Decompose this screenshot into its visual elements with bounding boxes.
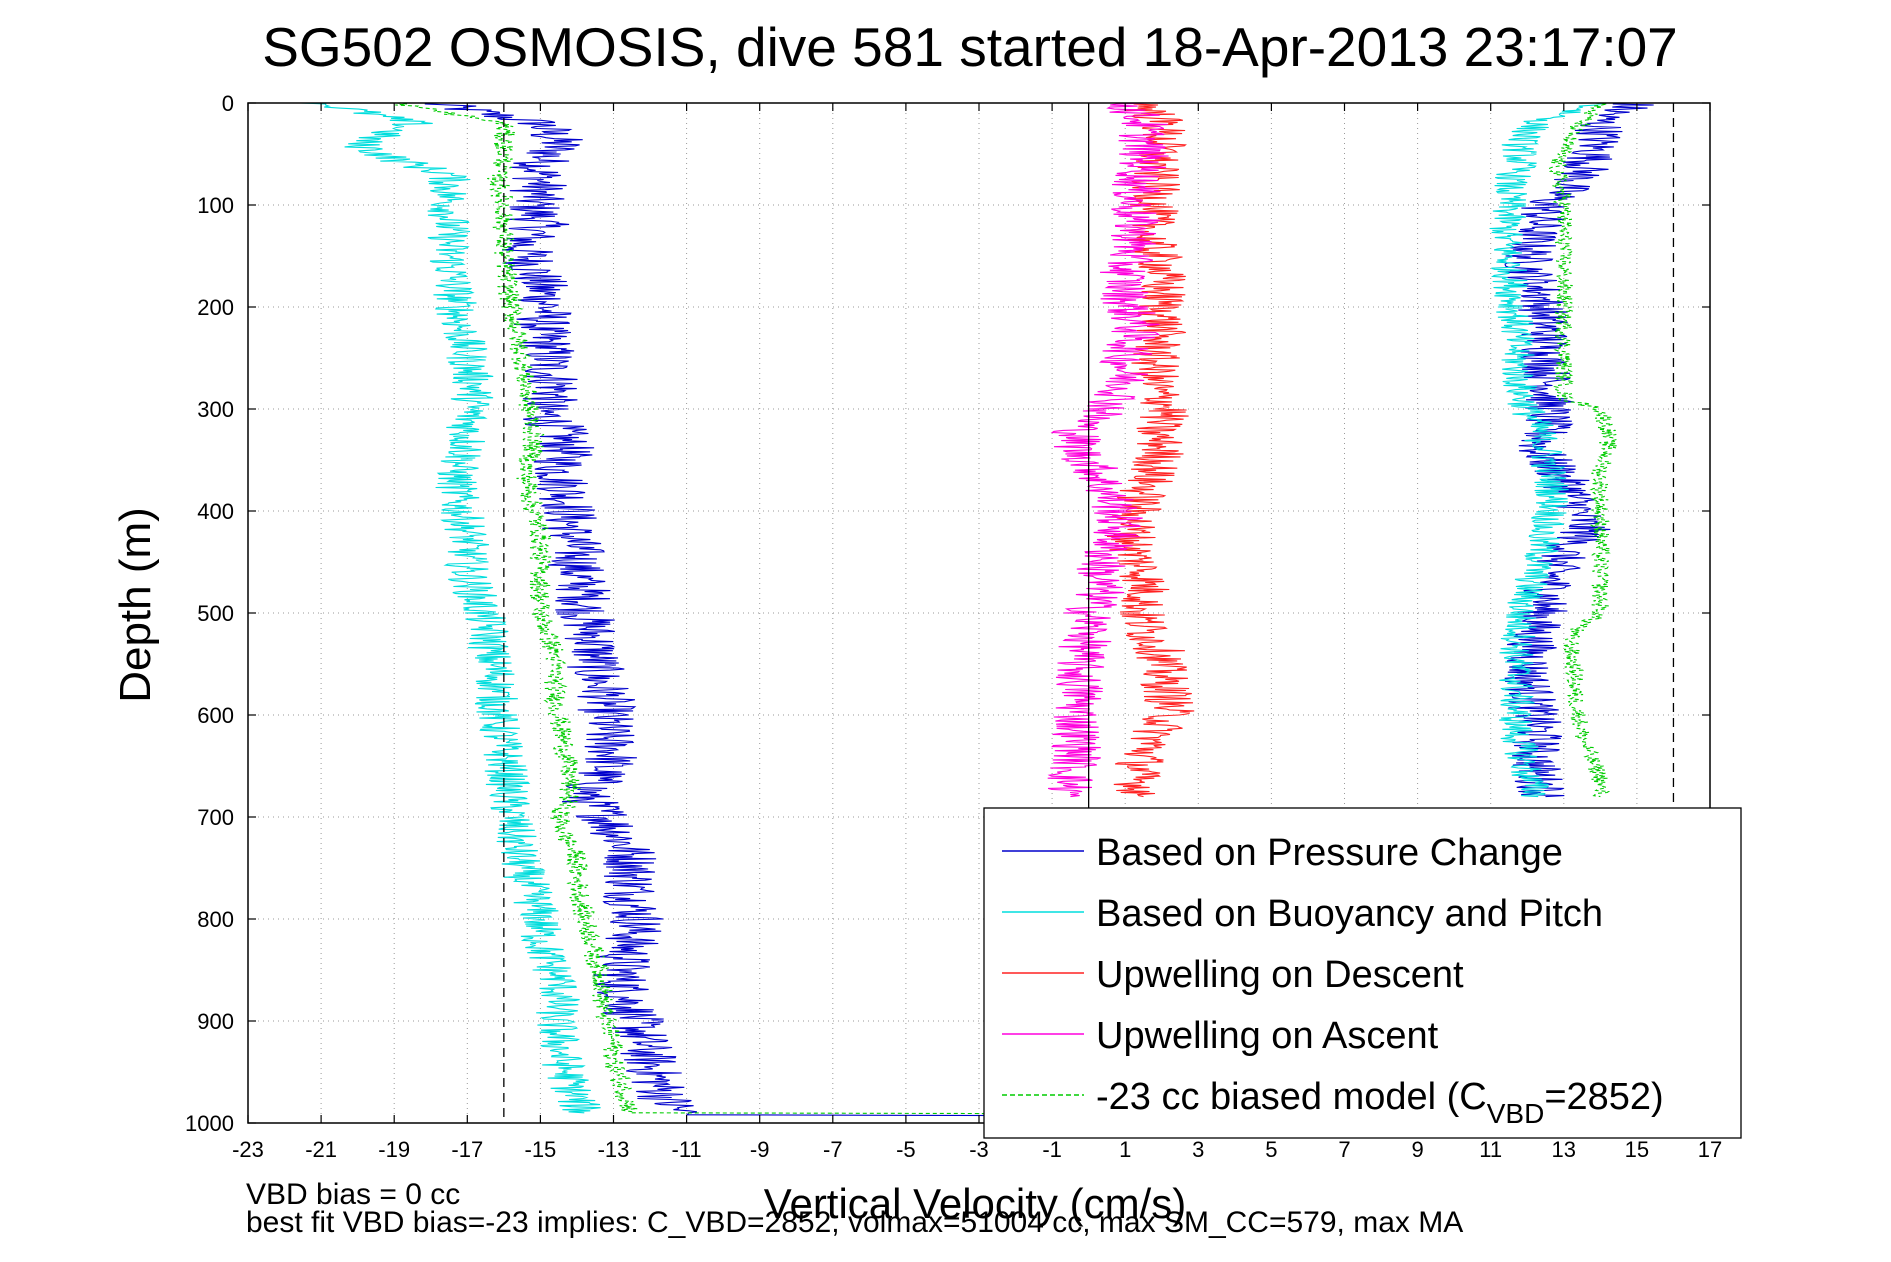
x-axis: -23 -21 -19 -17 -15 -13 -11 -9 -7 -5 -3 -1 1 3 5 7 9 11 13… [232, 103, 1722, 1162]
chart-title: SG502 OSMOSIS, dive 581 started 18-Apr-2… [262, 16, 1678, 78]
x-tick-label: -23 [232, 1137, 264, 1162]
x-tick-label: 17 [1698, 1137, 1722, 1162]
series-upwelling-on-descent [1106, 102, 1195, 798]
y-tick-label: 500 [197, 601, 234, 626]
x-tick-label: -11 [672, 1137, 702, 1162]
y-tick-label: 900 [197, 1009, 234, 1034]
x-tick-label: -9 [750, 1137, 770, 1162]
y-tick-label: 1000 [185, 1111, 234, 1136]
legend-label: Upwelling on Ascent [1096, 1015, 1439, 1057]
legend: Based on Pressure Change Based on Buoyanc… [983, 807, 1742, 1139]
x-tick-label: -15 [525, 1137, 557, 1162]
x-tick-label: 15 [1625, 1137, 1649, 1162]
x-tick-label: -13 [598, 1137, 630, 1162]
x-tick-label: -3 [969, 1137, 989, 1162]
y-tick-label: 100 [197, 193, 234, 218]
legend-label: -23 cc biased model (CVBD=2852) [1096, 1076, 1664, 1129]
y-tick-label: 600 [197, 703, 234, 728]
x-tick-label: -1 [1042, 1137, 1062, 1162]
y-tick-label: 0 [222, 91, 234, 116]
x-tick-label: 9 [1411, 1137, 1423, 1162]
x-tick-label: 1 [1119, 1137, 1131, 1162]
x-tick-label: -5 [896, 1137, 916, 1162]
legend-label: Based on Pressure Change [1096, 832, 1563, 874]
x-tick-label: 5 [1265, 1137, 1277, 1162]
series-based-on-pressure-change [424, 102, 697, 1116]
y-tick-label: 300 [197, 397, 234, 422]
footnote-bias: VBD bias = 0 cc [246, 1178, 461, 1211]
y-axis: 0 100 200 300 400 500 600 700 800 900 1000 [185, 91, 1710, 1136]
footnote-best-fit: best fit VBD bias=-23 implies: C_VBD=285… [246, 1206, 1464, 1239]
x-tick-label: -7 [823, 1137, 843, 1162]
x-tick-label: 7 [1338, 1137, 1350, 1162]
series-23-cc-biased-model-cvbd-2852 [395, 102, 638, 1114]
x-tick-label: -19 [378, 1137, 410, 1162]
series-based-on-buoyancy-and-pitch [300, 102, 601, 1114]
y-tick-label: 700 [197, 805, 234, 830]
x-tick-label: -17 [451, 1137, 483, 1162]
series-23-cc-biased-model-cvbd-2852 [1548, 102, 1617, 798]
x-tick-label: 11 [1479, 1137, 1502, 1162]
y-tick-label: 200 [197, 295, 234, 320]
y-axis-label: Depth (m) [111, 507, 160, 703]
series-based-on-buoyancy-and-pitch [1489, 102, 1607, 798]
x-tick-label: 13 [1552, 1137, 1576, 1162]
y-tick-label: 800 [197, 907, 234, 932]
x-axis-label: Vertical Velocity (cm/s) [764, 1180, 1186, 1227]
series-upwelling-on-ascent [1047, 102, 1169, 798]
y-tick-label: 400 [197, 499, 234, 524]
legend-label: Based on Buoyancy and Pitch [1096, 893, 1603, 935]
legend-label: Upwelling on Descent [1096, 954, 1464, 996]
x-tick-label: 3 [1192, 1137, 1204, 1162]
legend-box [983, 807, 1742, 1139]
x-tick-label: -21 [305, 1137, 337, 1162]
